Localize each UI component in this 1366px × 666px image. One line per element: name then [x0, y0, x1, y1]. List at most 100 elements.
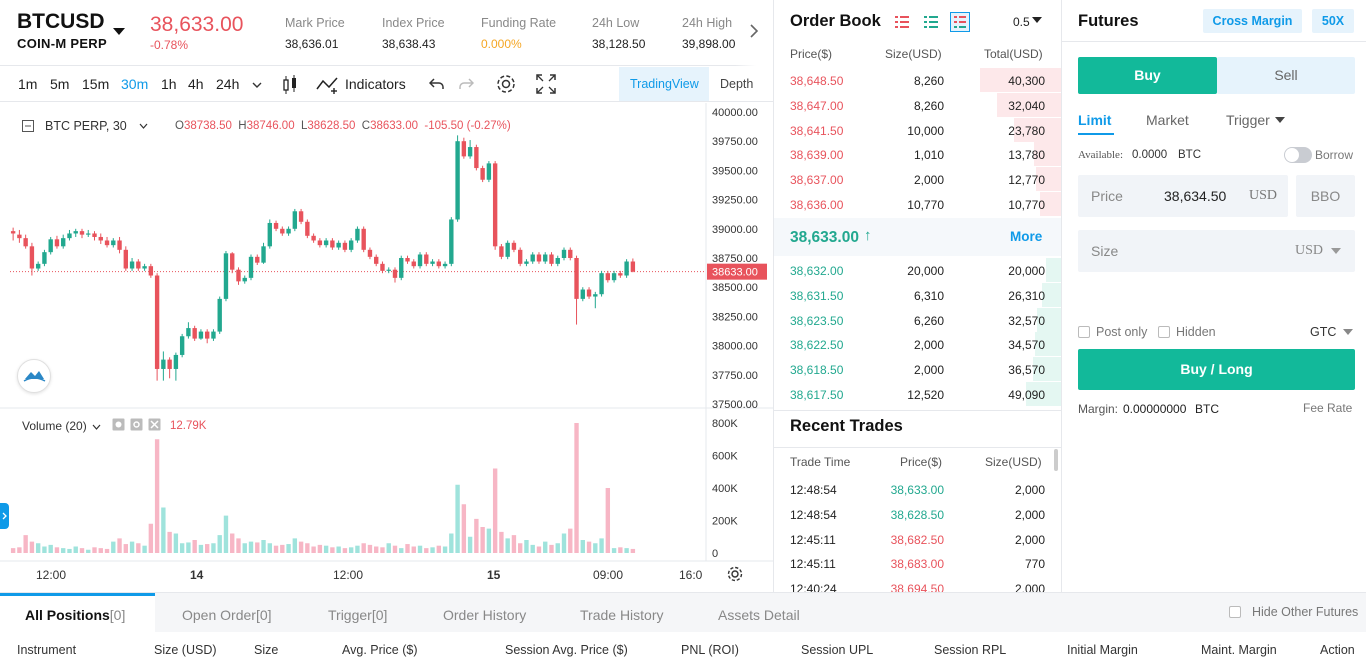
orderbook-size: 6,310: [913, 288, 944, 303]
volume-legend-controls[interactable]: [112, 418, 162, 432]
timeframe-1m[interactable]: 1m: [18, 76, 38, 92]
candle-body: [154, 275, 160, 369]
volume-dropdown-icon[interactable]: [92, 424, 101, 430]
trigger-dropdown-icon[interactable]: [1275, 117, 1285, 124]
tab-trigger[interactable]: Trigger[0]: [328, 607, 387, 623]
orderbook-asks-row[interactable]: 38,639.00 1,010 13,780: [774, 142, 1062, 167]
time-axis-tick: 15: [487, 568, 501, 582]
candle-type-icon[interactable]: [281, 75, 299, 95]
chart-settings-gear-icon[interactable]: [495, 73, 517, 95]
borrow-toggle[interactable]: [1284, 147, 1312, 163]
indicators-icon[interactable]: [316, 75, 340, 95]
contract-type[interactable]: COIN-M PERP: [17, 36, 107, 51]
size-unit-dropdown-icon[interactable]: [1331, 248, 1341, 255]
orderbook-more-link[interactable]: More: [1010, 229, 1043, 244]
precision-select[interactable]: 0.5: [1013, 15, 1030, 29]
candle-body: [618, 273, 623, 276]
post-only-checkbox[interactable]: [1078, 326, 1090, 338]
orderbook-both-sides-icon[interactable]: [950, 12, 970, 32]
candle-body: [549, 254, 554, 264]
tif-dropdown-icon[interactable]: [1343, 329, 1353, 336]
legend-dropdown-icon[interactable]: [139, 123, 148, 129]
orderbook-size: 10,770: [907, 198, 944, 212]
tab-open-order[interactable]: Open Order[0]: [182, 607, 272, 623]
orderbook-asks-only-icon[interactable]: [895, 15, 909, 29]
orderbook-bids-row[interactable]: 38,617.50 12,520 49,090: [774, 382, 1062, 406]
leverage-button[interactable]: 50X: [1312, 9, 1354, 33]
timeframe-1h[interactable]: 1h: [161, 76, 177, 92]
orderbook-asks-row[interactable]: 38,641.50 10,000 23,780: [774, 117, 1062, 142]
timeframe-15m[interactable]: 15m: [82, 76, 110, 92]
buy-long-button[interactable]: Buy / Long: [1078, 349, 1355, 390]
orderbook-asks-row[interactable]: 38,647.00 8,260 32,040: [774, 92, 1062, 117]
orderbook-asks-row[interactable]: 38,637.00 2,000 12,770: [774, 167, 1062, 192]
candle-body: [380, 263, 385, 271]
precision-dropdown-icon[interactable]: [1032, 16, 1042, 24]
timeframe-5m[interactable]: 5m: [50, 76, 70, 92]
recent-trades: Recent Trades Trade Time Price($) Size(U…: [773, 410, 1061, 592]
tab-depth[interactable]: Depth: [720, 77, 754, 91]
buy-side-button[interactable]: Buy: [1078, 57, 1217, 94]
rt-header-size: Size(USD): [985, 455, 1042, 469]
order-type-limit[interactable]: Limit: [1078, 112, 1112, 128]
indicators-button[interactable]: Indicators: [345, 76, 406, 92]
symbol-dropdown-icon[interactable]: [113, 28, 125, 35]
tab-trigger-count: [0]: [371, 607, 388, 623]
undo-icon[interactable]: [429, 77, 445, 91]
bbo-button[interactable]: BBO: [1296, 175, 1355, 217]
volume-bar: [374, 546, 379, 553]
price-input-value[interactable]: 38,634.50: [1164, 188, 1227, 204]
timeframe-24h[interactable]: 24h: [216, 76, 240, 92]
orderbook-bids-only-icon[interactable]: [924, 15, 938, 29]
order-type-trigger[interactable]: Trigger: [1226, 112, 1270, 128]
orderbook-depth-bar: [997, 92, 1062, 117]
orderbook-bids-row[interactable]: 38,631.50 6,310 26,310: [774, 282, 1062, 307]
sidebar-expand-handle[interactable]: [0, 503, 9, 529]
price-chart[interactable]: 40000.00 39750.00 39500.00 39250.00 39000.00…: [0, 103, 773, 593]
price-input[interactable]: Price 38,634.50 USD: [1078, 175, 1288, 217]
tab-order-history[interactable]: Order History: [443, 607, 527, 623]
redo-icon[interactable]: [458, 77, 474, 91]
legend-symbol[interactable]: BTC PERP, 30: [45, 119, 127, 133]
price-axis-tick: 39500.00: [712, 165, 758, 177]
volume-bar: [192, 540, 197, 553]
tab-assets-detail[interactable]: Assets Detail: [718, 607, 800, 623]
collapse-legend-icon[interactable]: [22, 120, 34, 132]
orderbook-bids-row[interactable]: 38,618.50 2,000 36,570: [774, 357, 1062, 382]
orderbook-bids-row[interactable]: 38,632.00 20,000 20,000: [774, 258, 1062, 282]
price-axis-tick: 39000.00: [712, 224, 758, 236]
orderbook-bids-row[interactable]: 38,622.50 2,000 34,570: [774, 332, 1062, 357]
fee-rate-link[interactable]: Fee Rate: [1303, 401, 1353, 415]
tab-trade-history[interactable]: Trade History: [580, 607, 664, 623]
hide-other-futures-checkbox[interactable]: [1229, 606, 1241, 618]
chart-logo-button[interactable]: [17, 359, 51, 393]
col-action: Action: [1320, 643, 1355, 657]
hidden-checkbox[interactable]: [1158, 326, 1170, 338]
volume-axis-tick: 400K: [712, 483, 738, 495]
tab-all-positions[interactable]: All Positions[0]: [25, 607, 125, 623]
candle-body: [79, 231, 85, 235]
timeframe-more-icon[interactable]: [252, 81, 262, 89]
size-input[interactable]: Size USD: [1078, 230, 1355, 272]
tab-tradingview[interactable]: TradingView: [630, 77, 699, 91]
time-axis-settings-icon[interactable]: [726, 565, 744, 583]
volume-legend[interactable]: Volume (20): [22, 419, 87, 433]
orderbook-asks-row[interactable]: 38,648.50 8,260 40,300: [774, 68, 1062, 92]
volume-bar: [111, 541, 116, 553]
orderbook-bids-row[interactable]: 38,623.50 6,260 32,570: [774, 307, 1062, 332]
recent-trades-scrollbar[interactable]: [1054, 449, 1058, 471]
order-type-market[interactable]: Market: [1146, 112, 1189, 128]
volume-bar: [179, 543, 185, 553]
sell-side-button[interactable]: Sell: [1217, 57, 1355, 94]
timeframe-4h[interactable]: 4h: [188, 76, 204, 92]
size-unit[interactable]: USD: [1295, 243, 1324, 258]
candlestick-chart-svg[interactable]: 40000.00 39750.00 39500.00 39250.00 39000.00…: [0, 103, 773, 593]
chevron-right-icon[interactable]: [749, 24, 759, 38]
margin-mode-button[interactable]: Cross Margin: [1203, 9, 1302, 33]
symbol-name[interactable]: BTCUSD: [17, 10, 105, 33]
timeframe-30m[interactable]: 30m: [121, 76, 149, 92]
fullscreen-icon[interactable]: [536, 74, 556, 94]
time-in-force-select[interactable]: GTC: [1310, 325, 1337, 339]
volume-bar: [136, 543, 141, 553]
orderbook-asks-row[interactable]: 38,636.00 10,770 10,770: [774, 192, 1062, 216]
